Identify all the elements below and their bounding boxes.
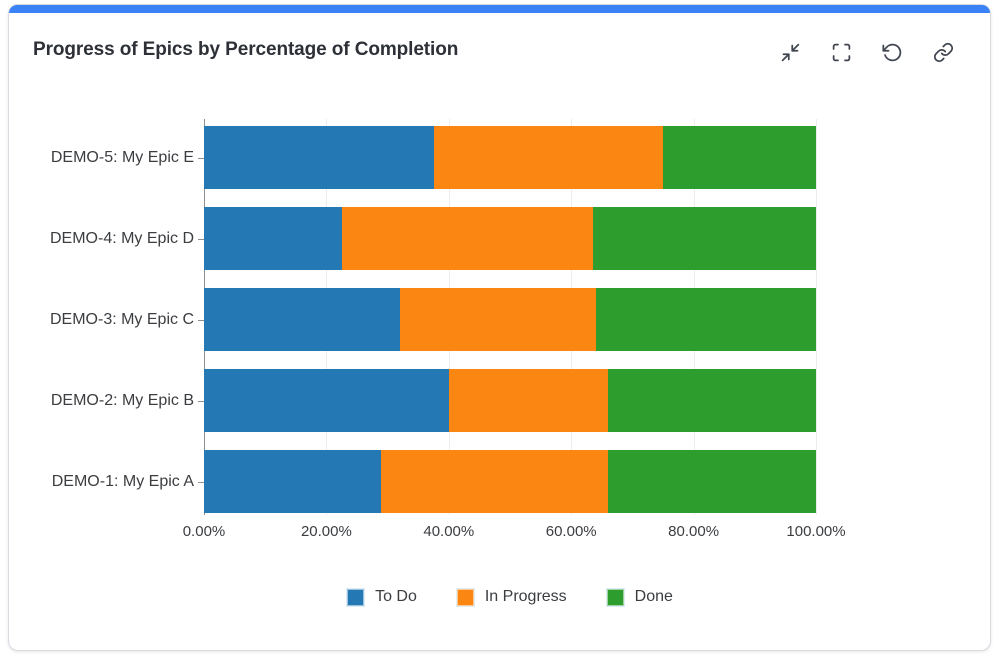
y-axis-tick <box>198 481 204 483</box>
y-axis-category-label: DEMO-3: My Epic C <box>49 310 194 328</box>
bar-segment-in-progress[interactable] <box>381 450 608 513</box>
legend-label: Done <box>634 588 673 605</box>
collapse-icon <box>781 43 799 61</box>
bar-segment-done[interactable] <box>663 126 816 189</box>
bar-track <box>204 450 816 513</box>
bar-segment-done[interactable] <box>607 450 816 513</box>
bar-track <box>204 207 816 270</box>
legend-item-in-progress[interactable]: In Progress <box>455 587 567 607</box>
fullscreen-icon <box>832 43 850 61</box>
link-button[interactable] <box>932 41 954 63</box>
x-axis-tick-label: 100.00% <box>786 523 846 540</box>
gridline <box>816 119 817 515</box>
bar-track <box>204 126 816 189</box>
bar-segment-in-progress[interactable] <box>433 126 663 189</box>
link-icon <box>933 42 953 62</box>
bar-row: DEMO-3: My Epic C <box>9 288 990 351</box>
y-axis-tick <box>198 400 204 402</box>
bar-segment-in-progress[interactable] <box>448 369 608 432</box>
collapse-button[interactable] <box>779 41 801 63</box>
fullscreen-button[interactable] <box>830 41 852 63</box>
bar-segment-in-progress[interactable] <box>399 288 596 351</box>
y-axis-category-label: DEMO-5: My Epic E <box>50 148 194 166</box>
bar-segment-to-do[interactable] <box>204 450 382 513</box>
toolbar <box>779 41 954 63</box>
bar-segment-done[interactable] <box>592 207 816 270</box>
x-axis-tick-label: 80.00% <box>668 523 720 540</box>
legend-swatch <box>455 587 475 607</box>
x-axis-tick-label: 20.00% <box>300 523 352 540</box>
bar-segment-done[interactable] <box>607 369 816 432</box>
bar-track <box>204 288 816 351</box>
legend-swatch <box>346 587 366 607</box>
x-axis-tick-label: 40.00% <box>423 523 475 540</box>
bar-segment-to-do[interactable] <box>204 207 342 270</box>
bar-row: DEMO-4: My Epic D <box>9 207 990 270</box>
bar-segment-to-do[interactable] <box>204 369 449 432</box>
bar-segment-to-do[interactable] <box>204 288 400 351</box>
bar-row: DEMO-5: My Epic E <box>9 126 990 189</box>
x-axis-tick-label: 0.00% <box>182 523 226 540</box>
legend-swatch <box>605 587 625 607</box>
bar-row: DEMO-2: My Epic B <box>9 369 990 432</box>
legend-label: To Do <box>375 588 417 605</box>
y-axis-category-label: DEMO-4: My Epic D <box>49 229 194 247</box>
y-axis-tick <box>198 157 204 159</box>
x-axis-tick-label: 60.00% <box>545 523 597 540</box>
bar-segment-done[interactable] <box>595 288 816 351</box>
y-axis-category-label: DEMO-2: My Epic B <box>50 391 194 409</box>
y-axis-tick <box>198 238 204 240</box>
chart-card: Progress of Epics by Percentage of Compl… <box>8 4 991 651</box>
chart-plot: 0.00% 20.00% 40.00% 60.00% 80.00% 100.00% DEMO… <box>9 5 990 650</box>
legend: To Do In Progress Done <box>204 587 816 607</box>
y-axis-tick <box>198 319 204 321</box>
bar-track <box>204 369 816 432</box>
refresh-button[interactable] <box>881 41 903 63</box>
legend-label: In Progress <box>484 588 567 605</box>
card-accent-bar <box>9 5 990 13</box>
bar-segment-to-do[interactable] <box>204 126 434 189</box>
page-title: Progress of Epics by Percentage of Compl… <box>33 39 459 60</box>
y-axis-category-label: DEMO-1: My Epic A <box>51 472 194 490</box>
bar-row: DEMO-1: My Epic A <box>9 450 990 513</box>
legend-item-to-do[interactable]: To Do <box>346 587 417 607</box>
refresh-icon <box>881 43 901 61</box>
legend-item-done[interactable]: Done <box>605 587 673 607</box>
bar-segment-in-progress[interactable] <box>341 207 593 270</box>
